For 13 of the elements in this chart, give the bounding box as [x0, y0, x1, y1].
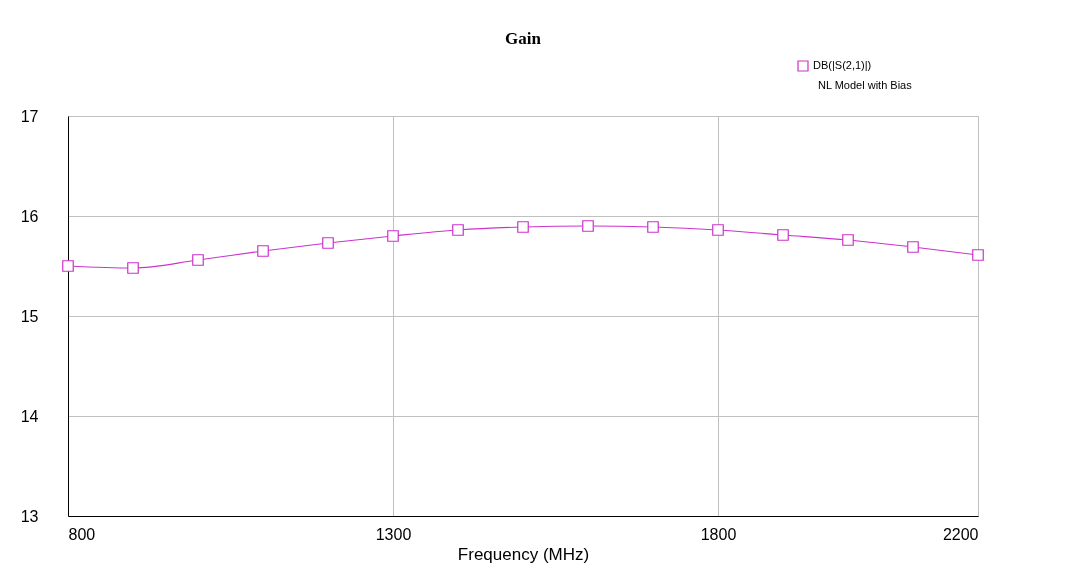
- x-tick-label: 800: [68, 525, 96, 543]
- x-tick-label: 2200: [942, 525, 979, 543]
- y-tick-label: 14: [20, 407, 39, 425]
- y-tick-label: 16: [20, 207, 39, 225]
- y-tick-label: 15: [20, 307, 39, 325]
- x-tick-label: 1300: [375, 525, 412, 543]
- x-axis-title: Frequency (MHz): [457, 544, 590, 564]
- x-tick-label: 1800: [700, 525, 737, 543]
- chart-title: Gain: [505, 29, 542, 48]
- y-tick-label: 17: [20, 107, 39, 125]
- legend-label: DB(|S(2,1)|): [813, 59, 872, 71]
- text: NL Model with Bias: [818, 79, 913, 91]
- y-tick-label: 13: [20, 507, 39, 525]
